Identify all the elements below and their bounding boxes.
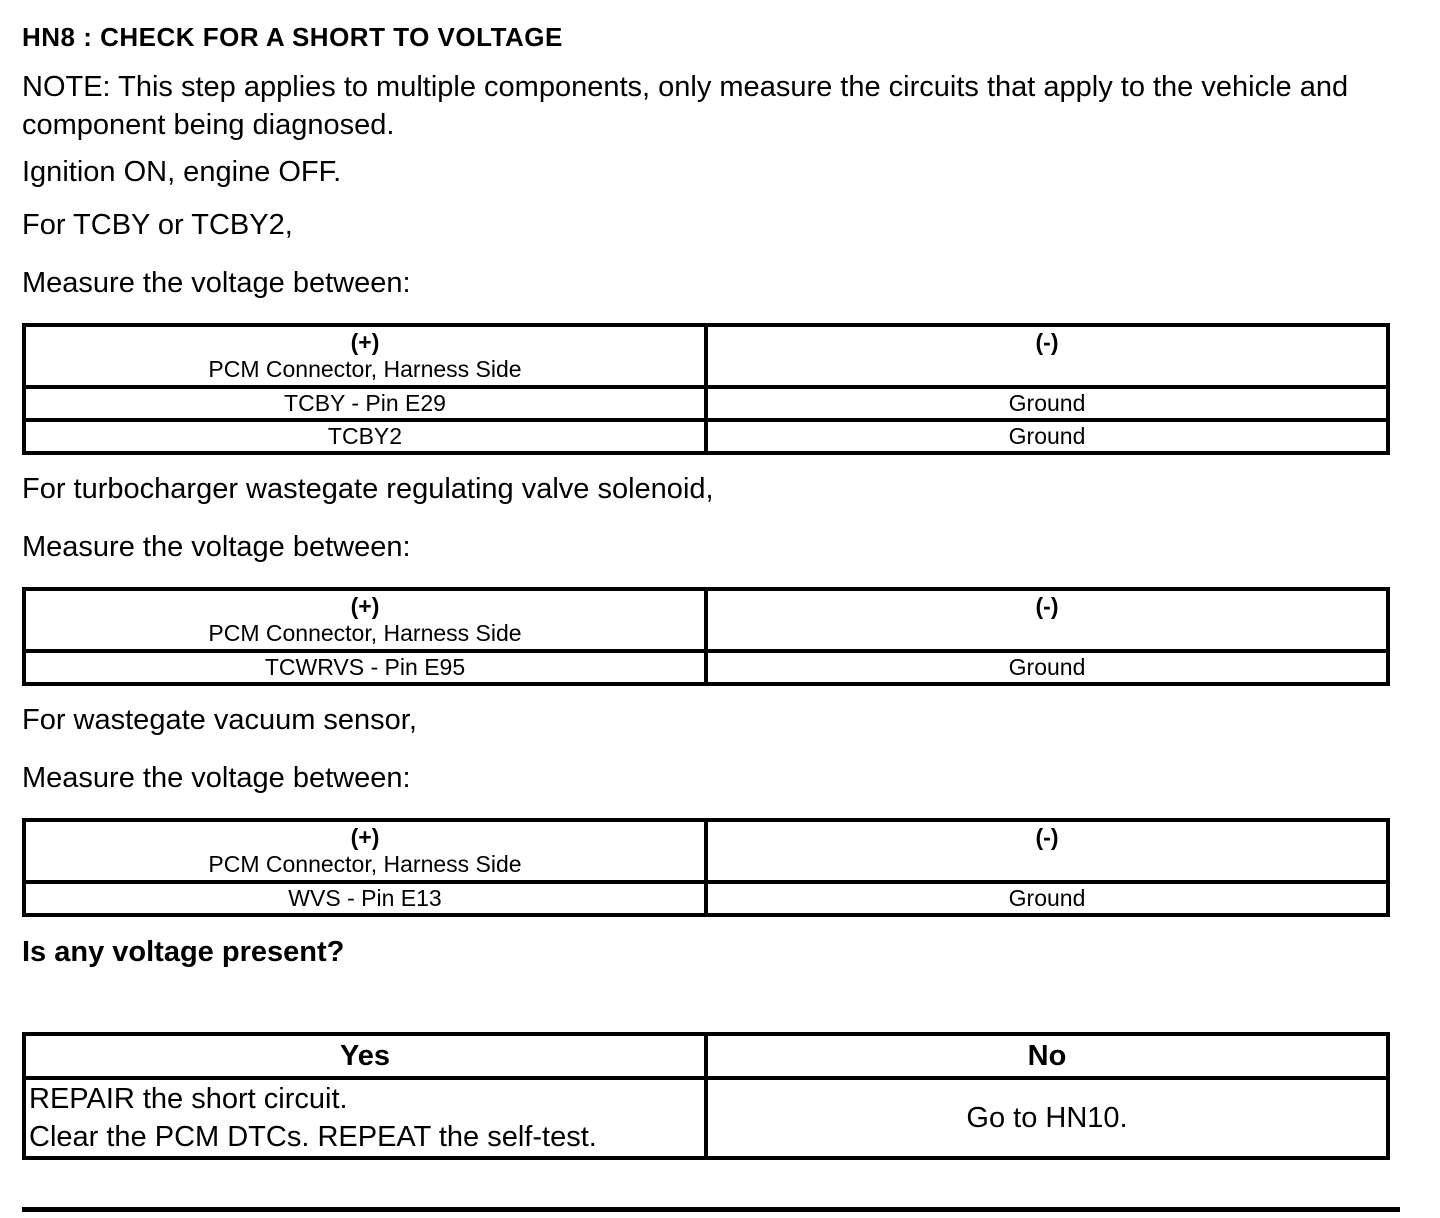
- decision-header-row: Yes No: [22, 1032, 1390, 1080]
- note-text: NOTE: This step applies to multiple comp…: [22, 71, 1349, 141]
- decision-question: Is any voltage present?: [22, 936, 345, 968]
- positive-header-cell: (+) PCM Connector, Harness Side: [22, 323, 708, 389]
- positive-header-label: PCM Connector, Harness Side: [208, 356, 522, 382]
- header-row: (+) PCM Connector, Harness Side (-): [22, 818, 1390, 884]
- measurement-table-wvs: (+) PCM Connector, Harness Side (-) WVS …: [22, 818, 1390, 917]
- positive-symbol: (+): [350, 593, 380, 619]
- positive-pin-cell: WVS - Pin E13: [22, 880, 708, 917]
- positive-pin-cell: TCBY2: [22, 418, 708, 455]
- yes-action-line1: REPAIR the short circuit.: [29, 1083, 348, 1115]
- positive-pin-cell: TCBY - Pin E29: [22, 385, 708, 422]
- measurement-table-tcby: (+) PCM Connector, Harness Side (-) TCBY…: [22, 323, 1390, 455]
- table-row: TCBY - Pin E29 Ground: [22, 385, 1390, 422]
- positive-header-cell: (+) PCM Connector, Harness Side: [22, 587, 708, 653]
- negative-header-cell: (-): [704, 323, 1390, 389]
- table-row: TCBY2 Ground: [22, 418, 1390, 455]
- negative-pin-cell: Ground: [704, 385, 1390, 422]
- decision-table: Yes No REPAIR the short circuit. Clear t…: [22, 1032, 1390, 1160]
- positive-symbol: (+): [350, 824, 380, 850]
- positive-header-cell: (+) PCM Connector, Harness Side: [22, 818, 708, 884]
- yes-action-cell: REPAIR the short circuit. Clear the PCM …: [22, 1076, 708, 1160]
- header-row: (+) PCM Connector, Harness Side (-): [22, 323, 1390, 389]
- positive-pin-cell: TCWRVS - Pin E95: [22, 649, 708, 686]
- section-divider-rule: [22, 1207, 1400, 1212]
- negative-header-cell: (-): [704, 587, 1390, 653]
- positive-header-label: PCM Connector, Harness Side: [208, 851, 522, 877]
- negative-symbol: (-): [1035, 824, 1059, 850]
- section3-measure-prompt: Measure the voltage between:: [22, 762, 411, 794]
- ignition-instruction: Ignition ON, engine OFF.: [22, 156, 342, 188]
- no-action-cell: Go to HN10.: [704, 1076, 1390, 1160]
- table-row: WVS - Pin E13 Ground: [22, 880, 1390, 917]
- yes-header-cell: Yes: [22, 1032, 708, 1080]
- table-row: TCWRVS - Pin E95 Ground: [22, 649, 1390, 686]
- decision-body-row: REPAIR the short circuit. Clear the PCM …: [22, 1076, 1390, 1160]
- negative-header-cell: (-): [704, 818, 1390, 884]
- positive-symbol: (+): [350, 329, 380, 355]
- negative-symbol: (-): [1035, 329, 1059, 355]
- section1-measure-prompt: Measure the voltage between:: [22, 267, 411, 299]
- section2-condition: For turbocharger wastegate regulating va…: [22, 473, 714, 505]
- negative-pin-cell: Ground: [704, 649, 1390, 686]
- negative-pin-cell: Ground: [704, 880, 1390, 917]
- section1-condition: For TCBY or TCBY2,: [22, 209, 293, 241]
- section2-measure-prompt: Measure the voltage between:: [22, 531, 411, 563]
- section3-condition: For wastegate vacuum sensor,: [22, 704, 417, 736]
- positive-header-label: PCM Connector, Harness Side: [208, 620, 522, 646]
- measurement-table-tcwrvs: (+) PCM Connector, Harness Side (-) TCWR…: [22, 587, 1390, 686]
- page-title: HN8 : CHECK FOR A SHORT TO VOLTAGE: [22, 22, 563, 52]
- no-header-cell: No: [704, 1032, 1390, 1080]
- negative-symbol: (-): [1035, 593, 1059, 619]
- negative-pin-cell: Ground: [704, 418, 1390, 455]
- yes-action-line2: Clear the PCM DTCs. REPEAT the self-test…: [29, 1121, 597, 1153]
- header-row: (+) PCM Connector, Harness Side (-): [22, 587, 1390, 653]
